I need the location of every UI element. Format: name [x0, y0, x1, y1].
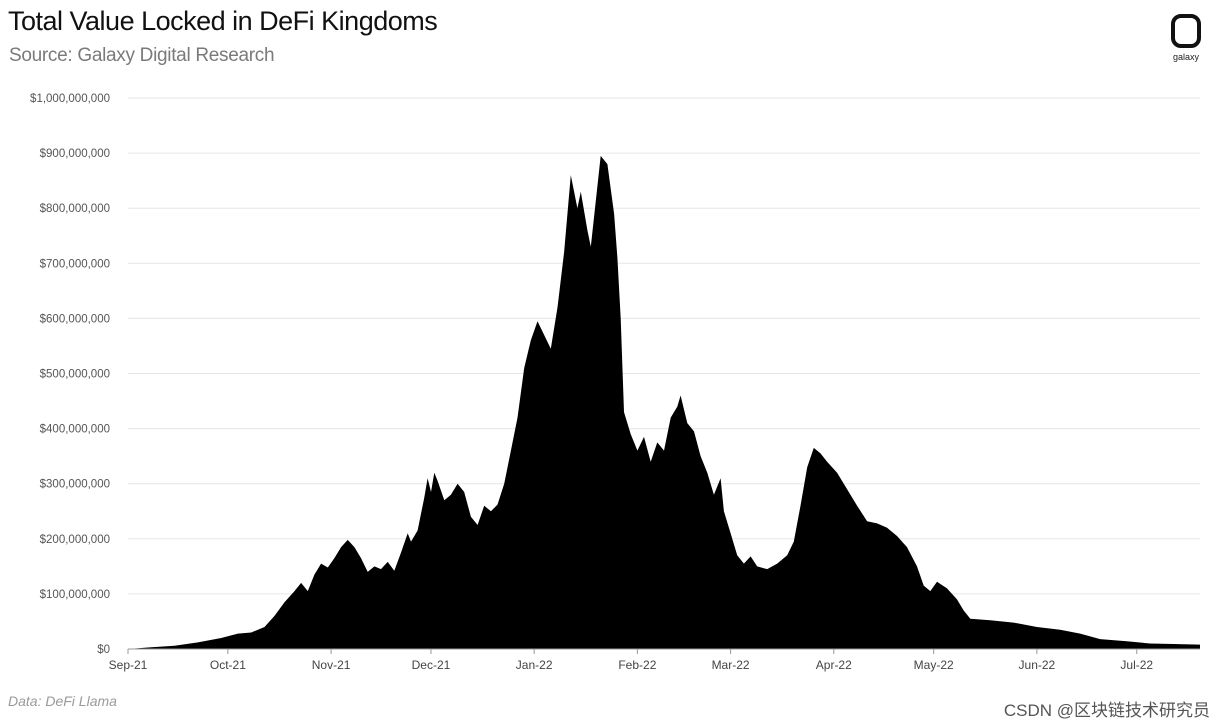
y-tick-label: $500,000,000 — [40, 369, 110, 381]
y-tick-label: $400,000,000 — [40, 424, 110, 436]
x-tick-label: May-22 — [914, 658, 954, 672]
chart-subtitle: Source: Galaxy Digital Research — [9, 45, 275, 66]
y-axis-ticks: $0 $100,000,000 $200,000,000 $300,000,000 $4… — [30, 93, 110, 656]
x-tick-label: Apr-22 — [816, 658, 852, 672]
x-tick-label: Jan-22 — [516, 658, 553, 672]
x-tick-label: Jun-22 — [1019, 658, 1056, 672]
galaxy-logo-icon — [1171, 14, 1201, 48]
chart-title: Total Value Locked in DeFi Kingdoms — [8, 6, 438, 36]
x-tick-label: Sep-21 — [109, 658, 148, 672]
y-tick-label: $700,000,000 — [40, 258, 110, 270]
x-tick-label: Jul-22 — [1120, 658, 1153, 672]
y-tick-label: $300,000,000 — [40, 479, 110, 491]
x-tick-label: Mar-22 — [712, 658, 750, 672]
y-tick-label: $1,000,000,000 — [30, 93, 110, 105]
watermark: CSDN @区块链技术研究员 — [1003, 701, 1210, 720]
galaxy-logo-text: galaxy — [1172, 52, 1199, 62]
y-tick-label: $800,000,000 — [40, 203, 110, 215]
x-tick-label: Oct-21 — [210, 658, 246, 672]
x-axis-ticks: Sep-21 Oct-21 Nov-21 Dec-21 Jan-22 Feb-22 Mar-… — [109, 649, 1153, 672]
data-credit: Data: DeFi Llama — [8, 693, 117, 709]
x-tick-label: Nov-21 — [312, 658, 351, 672]
x-tick-label: Dec-21 — [412, 658, 451, 672]
grid-lines — [128, 97, 1200, 595]
y-tick-label: $600,000,000 — [40, 313, 110, 325]
y-tick-label: $200,000,000 — [40, 534, 110, 546]
y-tick-label: $100,000,000 — [40, 589, 110, 601]
tvl-area-series — [128, 155, 1200, 649]
x-tick-label: Feb-22 — [618, 658, 656, 672]
y-tick-label: $900,000,000 — [40, 148, 110, 160]
galaxy-logo: galaxy — [1164, 12, 1208, 68]
y-tick-label: $0 — [97, 644, 110, 656]
